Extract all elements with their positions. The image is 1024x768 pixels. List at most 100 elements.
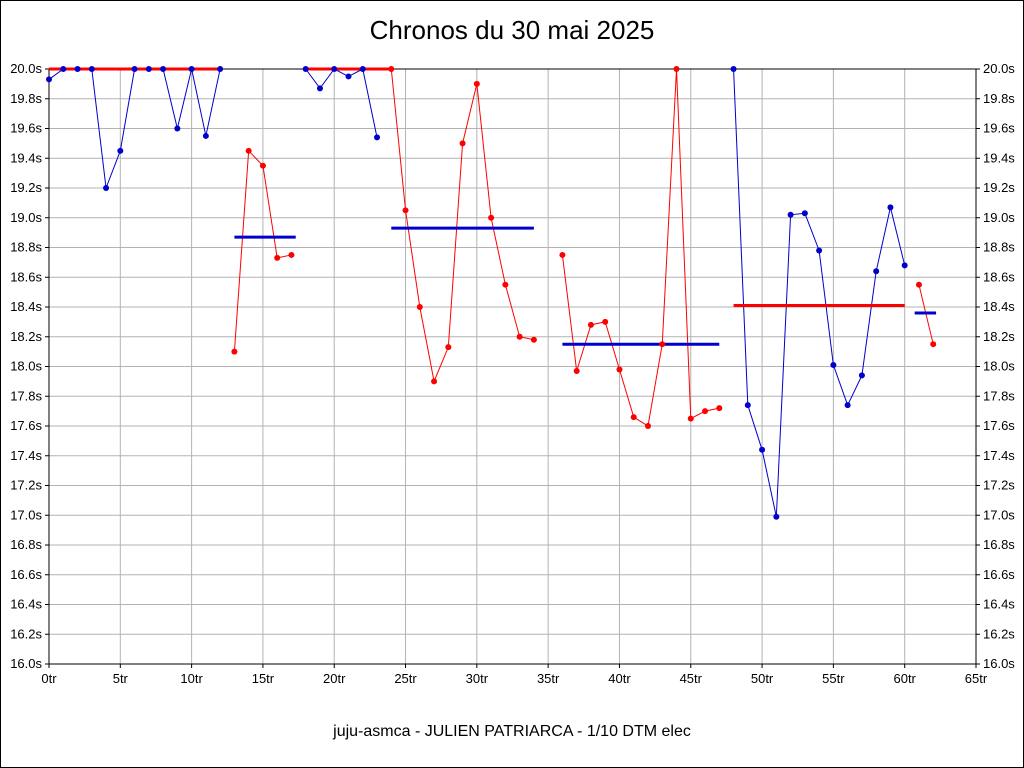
y-tick-label-left: 18.0s (10, 359, 42, 374)
run-4-point (530, 336, 537, 343)
y-tick-label-left: 16.0s (10, 656, 42, 671)
run-6-point (801, 210, 808, 217)
y-tick-label-right: 19.0s (983, 210, 1015, 225)
y-tick-label-left: 17.4s (10, 448, 42, 463)
run-6-point (787, 211, 794, 218)
y-tick-label-left: 18.6s (10, 269, 42, 284)
y-tick-label-right: 17.8s (983, 388, 1015, 403)
run-5-point (716, 405, 723, 412)
run-4-point (416, 304, 423, 310)
run-5-point (659, 341, 666, 348)
y-tick-label-right: 16.6s (983, 567, 1015, 582)
run-1-point (74, 66, 81, 72)
y-tick-label-right: 17.2s (983, 478, 1015, 493)
run-6-point (887, 204, 894, 211)
y-tick-label-left: 19.2s (10, 180, 42, 195)
run-6-point (744, 402, 751, 409)
run-5-point (687, 415, 694, 422)
run-6-point (759, 446, 766, 453)
y-tick-label-left: 16.8s (10, 537, 42, 552)
run-5-point (702, 408, 709, 415)
y-tick-label-right: 16.8s (983, 537, 1015, 552)
run-1-point (217, 66, 224, 72)
y-tick-label-right: 18.6s (983, 269, 1015, 284)
run-5-point (587, 321, 594, 328)
chart-caption: juju-asmca - JULIEN PATRIARCA - 1/10 DTM… (333, 723, 691, 740)
y-tick-label-left: 19.4s (10, 150, 42, 165)
run-5-point (644, 423, 651, 429)
run-6-point (730, 66, 737, 72)
y-tick-label-right: 16.4s (983, 597, 1015, 612)
run-2-point (288, 251, 295, 258)
run-1-point (117, 147, 124, 154)
x-tick-label: 15tr (252, 671, 275, 686)
chart-title: Chronos du 30 mai 2025 (369, 15, 655, 45)
run-5-point (673, 66, 680, 72)
y-tick-label-left: 18.8s (10, 240, 42, 255)
y-tick-label-left: 20.0s (10, 61, 42, 76)
x-tick-label: 10tr (180, 671, 203, 686)
run-6-point (830, 362, 837, 369)
x-tick-label: 65tr (965, 671, 988, 686)
y-tick-label-left: 18.2s (10, 329, 42, 344)
y-tick-label-left: 17.6s (10, 418, 42, 433)
run-7-point (930, 341, 937, 348)
y-tick-label-right: 17.0s (983, 507, 1015, 522)
y-tick-label-left: 16.6s (10, 567, 42, 582)
y-tick-label-right: 19.4s (983, 150, 1015, 165)
run-3-point (302, 66, 309, 72)
run-2-point (245, 147, 252, 154)
y-tick-label-left: 17.8s (10, 388, 42, 403)
run-5-point (616, 366, 623, 373)
x-tick-label: 30tr (466, 671, 489, 686)
y-tick-label-left: 18.4s (10, 299, 42, 314)
run-3-point (316, 85, 323, 92)
run-1-point (131, 66, 138, 72)
y-tick-label-right: 18.0s (983, 359, 1015, 374)
x-tick-label: 20tr (323, 671, 346, 686)
run-1-point (60, 66, 67, 72)
y-tick-label-right: 20.0s (983, 61, 1015, 76)
run-6-point (816, 247, 823, 254)
x-tick-label: 55tr (822, 671, 845, 686)
y-tick-label-left: 17.0s (10, 507, 42, 522)
x-tick-label: 35tr (537, 671, 560, 686)
run-4-point (459, 140, 466, 147)
run-1-point (46, 76, 52, 83)
run-4-point (502, 281, 509, 288)
y-tick-label-right: 19.2s (983, 180, 1015, 195)
y-tick-label-left: 19.6s (10, 121, 42, 136)
run-1-point (202, 132, 209, 139)
y-tick-label-right: 16.2s (983, 626, 1015, 641)
y-tick-label-right: 19.6s (983, 121, 1015, 136)
x-tick-label: 60tr (893, 671, 916, 686)
run-5-point (573, 367, 580, 374)
run-6-point (858, 372, 865, 379)
run-5-point (559, 251, 566, 258)
run-3-point (374, 134, 381, 141)
y-tick-label-right: 17.6s (983, 418, 1015, 433)
run-5-point (630, 414, 637, 421)
run-4-point (488, 214, 495, 221)
run-1-point (145, 66, 152, 72)
run-4-point (445, 344, 452, 351)
run-3-point (345, 73, 352, 80)
run-4-point (402, 207, 409, 214)
run-2-point (274, 254, 281, 261)
run-1-point (174, 125, 181, 132)
run-7-point (915, 281, 922, 288)
y-tick-label-right: 17.4s (983, 448, 1015, 463)
run-4-point (516, 333, 523, 340)
run-4-point (431, 378, 438, 385)
run-4-point (388, 66, 395, 72)
y-tick-label-right: 19.8s (983, 91, 1015, 106)
x-tick-label: 5tr (113, 671, 129, 686)
y-tick-label-left: 16.2s (10, 626, 42, 641)
x-tick-label: 45tr (680, 671, 703, 686)
run-2-point (259, 162, 266, 169)
run-3-point (359, 66, 366, 72)
run-4-line (390, 68, 534, 384)
x-tick-label: 40tr (608, 671, 631, 686)
